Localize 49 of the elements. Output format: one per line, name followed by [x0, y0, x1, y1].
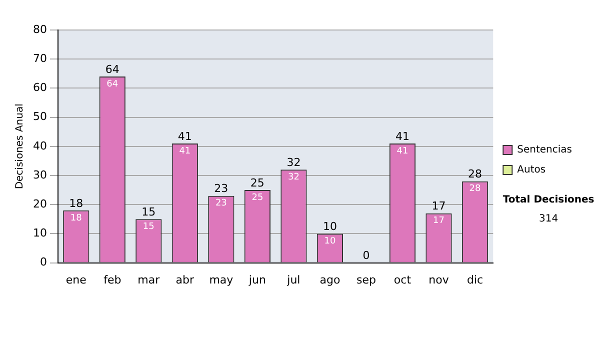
- total-label: 41: [395, 130, 410, 143]
- y-tick-label: 60: [32, 81, 47, 94]
- data-label: 64: [106, 79, 118, 90]
- total-label: 15: [142, 206, 156, 219]
- x-tick-label: may: [209, 273, 234, 286]
- text: 314: [539, 214, 558, 225]
- y-tick-label: 40: [32, 139, 47, 152]
- x-tick-label: mar: [138, 273, 160, 286]
- data-label: 10: [324, 236, 336, 247]
- total-label: 25: [250, 176, 264, 190]
- x-tick-label: sep: [356, 273, 376, 286]
- y-tick-label: 10: [32, 226, 47, 240]
- total-label: 17: [432, 200, 446, 213]
- data-label: 15: [142, 222, 154, 232]
- y-tick-label: 30: [32, 168, 47, 182]
- x-tick-label: jun: [248, 273, 266, 286]
- total-label: 10: [322, 220, 337, 234]
- x-tick-label: feb: [104, 273, 122, 286]
- total-label: 23: [214, 182, 228, 196]
- legend-label: Sentencias: [517, 144, 572, 156]
- data-label: 17: [433, 216, 444, 226]
- y-tick-label: 50: [32, 110, 47, 124]
- data-label: 18: [70, 213, 82, 224]
- data-label: 25: [252, 192, 264, 203]
- y-axis-title: Decisiones Anual: [14, 104, 26, 190]
- data-label: 32: [288, 172, 300, 183]
- y-tick-label: 80: [32, 22, 47, 36]
- y-tick-label: 0: [40, 256, 47, 269]
- y-tick-label: 20: [32, 197, 47, 210]
- total-label: 64: [105, 62, 120, 76]
- legend-label: Autos: [517, 164, 546, 176]
- x-tick-label: jul: [286, 273, 300, 286]
- x-tick-label: oct: [394, 273, 412, 286]
- data-label: 41: [396, 146, 408, 156]
- x-tick-label: ago: [320, 273, 340, 286]
- x-tick-label: nov: [428, 273, 450, 286]
- data-label: 23: [215, 198, 227, 209]
- total-label: 0: [362, 249, 370, 262]
- text: Total Decisiones: [502, 194, 594, 206]
- data-label: 41: [179, 146, 191, 156]
- total-label: 32: [286, 156, 301, 170]
- data-label: 28: [469, 184, 482, 194]
- x-tick-label: dic: [466, 273, 484, 286]
- total-label: 18: [69, 196, 84, 210]
- total-label: 28: [468, 168, 482, 181]
- total-label: 41: [178, 130, 192, 143]
- x-tick-label: ene: [66, 273, 87, 286]
- y-tick-label: 70: [32, 52, 47, 65]
- x-tick-label: abr: [176, 273, 195, 286]
